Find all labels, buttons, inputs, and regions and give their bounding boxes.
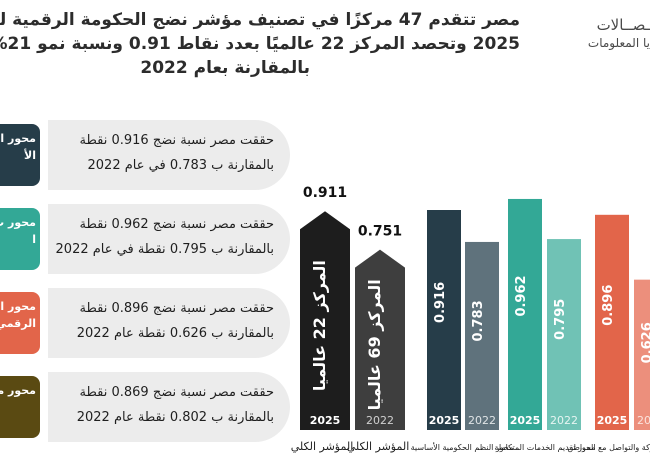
brand-line-2: يا المعلومات	[587, 36, 650, 50]
card-text: حققت مصر نسبة نضج 0.962 نقطة بالمقارنة ب…	[48, 204, 290, 274]
card-tab: محور ت ا	[0, 208, 40, 270]
value-label: 0.916	[433, 282, 448, 323]
card-tab-label: محور ت	[0, 216, 36, 229]
category-label: محور المشاركة والتواصل مع المواطن	[567, 443, 650, 452]
publisher-brand: ـصــالات يا المعلومات	[560, 16, 650, 52]
value-label: 0.911	[303, 185, 347, 201]
card-text: حققت مصر نسبة نضج 0.896 نقطة بالمقارنة ب…	[48, 288, 290, 358]
headline: مصر تتقدم 47 مركزًا في تصنيف مؤشر نضج ال…	[0, 8, 520, 80]
axis-card-core-systems: حققت مصر نسبة نضج 0.916 نقطة بالمقارنة ب…	[0, 120, 290, 190]
category-label: المؤشر الكلي	[347, 440, 410, 453]
rank-label: المركز 22 عالميا	[310, 260, 329, 391]
axis-card-enablers: حققت مصر نسبة نضج 0.869 نقطة بالمقارنة ب…	[0, 372, 290, 442]
bar-2022	[634, 279, 650, 430]
axis-card-services: حققت مصر نسبة نضج 0.962 نقطة بالمقارنة ب…	[0, 204, 290, 274]
rank-label: المركز 69 عالميا	[365, 279, 384, 410]
card-tab-label: محور مك	[0, 384, 36, 397]
bar-2025-overall	[300, 211, 350, 430]
card-line-1: حققت مصر نسبة نضج 0.869 نقطة	[79, 385, 274, 400]
year-label-2025: 2025	[510, 414, 541, 427]
year-label-2022: 2022	[550, 414, 578, 427]
card-line-1: حققت مصر نسبة نضج 0.896 نقطة	[79, 301, 274, 316]
card-tab: محور ال الأ	[0, 124, 40, 186]
category-label: محور النظم الحكومية الأساسية	[411, 442, 514, 452]
year-label-2022: 2022	[468, 414, 496, 427]
card-line-2: بالمقارنة ب 0.795 نقطة في عام 2022	[55, 242, 274, 257]
bar-2025	[427, 210, 461, 430]
card-line-2: بالمقارنة ب 0.783 في عام 2022	[87, 158, 275, 173]
card-tab: محور مك	[0, 376, 40, 438]
card-tab-label-2: الأ	[24, 149, 36, 162]
brand-line-1: ـصــالات	[596, 16, 650, 34]
axis-card-participation: حققت مصر نسبة نضج 0.896 نقطة بالمقارنة ب…	[0, 288, 290, 358]
headline-line-2: 2025 وتحصد المركز 22 عالميًا بعدد نقاط 0…	[0, 34, 520, 54]
category-label: محور تقديم الخدمات المتكاملة	[494, 443, 595, 452]
card-line-2: بالمقارنة ب 0.802 نقطة عام 2022	[76, 410, 274, 425]
value-label: 0.795	[553, 299, 568, 340]
card-line-1: حققت مصر نسبة نضج 0.916 نقطة	[79, 133, 274, 148]
card-line-2: بالمقارنة ب 0.626 نقطة عام 2022	[76, 326, 274, 341]
value-label: 0.783	[471, 300, 486, 341]
card-line-1: حققت مصر نسبة نضج 0.962 نقطة	[79, 217, 274, 232]
value-label: 0.751	[358, 224, 402, 240]
card-tab-label-2: الرقمي	[0, 317, 36, 330]
year-label-2025: 2025	[597, 414, 628, 427]
value-label: 0.896	[601, 285, 616, 326]
bar-2025	[595, 214, 629, 430]
year-label-2022: 2022	[366, 414, 394, 427]
bar-2022-overall	[355, 249, 405, 430]
card-tab-label: محور الم	[0, 300, 36, 313]
card-tab-label: محور ال	[0, 132, 36, 145]
year-label-2022: 2022	[637, 414, 650, 427]
bar-2022	[547, 239, 581, 430]
bar-chart: 0.911 المركز 22 عالميا 2025 المؤشر الكلي 0.7…	[291, 185, 650, 453]
bar-2022	[465, 241, 499, 430]
value-label: 0.962	[514, 275, 529, 316]
headline-line-3: بالمقارنة بعام 2022	[140, 58, 310, 78]
card-tab: محور الم الرقمي	[0, 292, 40, 354]
card-text: حققت مصر نسبة نضج 0.869 نقطة بالمقارنة ب…	[48, 372, 290, 442]
year-label-2025: 2025	[429, 414, 460, 427]
category-label: المؤشر الكلي	[291, 440, 354, 453]
card-tab-label-2: ا	[32, 233, 36, 246]
bar-2025	[508, 198, 542, 430]
year-label-2025: 2025	[310, 414, 341, 427]
value-label: 0.626	[640, 322, 650, 363]
card-text: حققت مصر نسبة نضج 0.916 نقطة بالمقارنة ب…	[48, 120, 290, 190]
headline-line-1: مصر تتقدم 47 مركزًا في تصنيف مؤشر نضج ال…	[0, 10, 520, 30]
